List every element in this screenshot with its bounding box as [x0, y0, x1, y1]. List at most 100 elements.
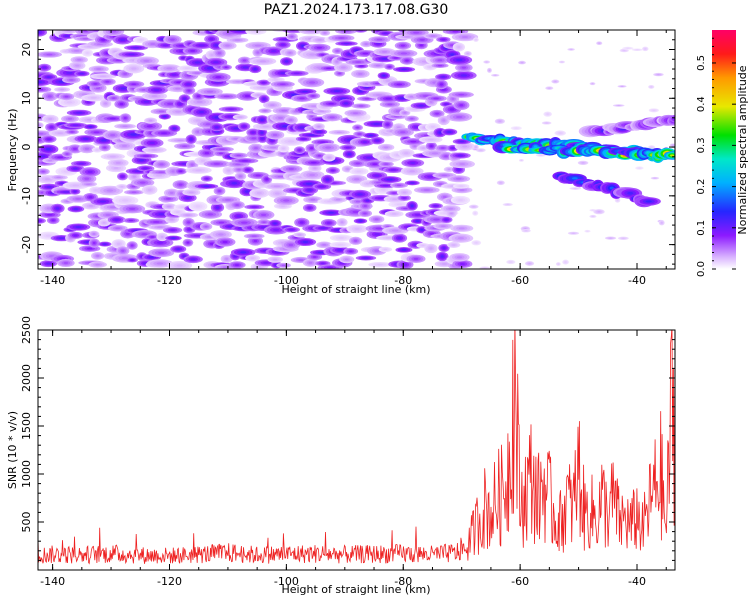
- faint-speckle: [524, 230, 528, 232]
- noise-blob: [99, 75, 107, 78]
- noise-blob: [333, 90, 341, 93]
- noise-blob: [38, 81, 42, 84]
- noise-blob: [260, 118, 264, 122]
- noise-blob: [280, 72, 286, 75]
- noise-blob: [375, 64, 381, 67]
- noise-blob: [294, 236, 299, 239]
- noise-blob: [433, 218, 440, 221]
- noise-blob: [207, 213, 214, 216]
- noise-blob: [375, 42, 381, 45]
- signal-blob: [670, 154, 675, 157]
- noise-blob: [444, 155, 448, 158]
- noise-blob: [335, 60, 339, 63]
- noise-blob: [157, 226, 164, 228]
- noise-blob: [189, 138, 193, 141]
- noise-blob: [235, 163, 241, 166]
- noise-blob: [273, 228, 280, 232]
- noise-blob: [275, 192, 280, 195]
- noise-blob: [368, 134, 373, 137]
- x-tick-label: -40: [628, 274, 646, 287]
- noise-blob: [392, 192, 397, 194]
- noise-blob: [355, 61, 362, 63]
- noise-blob: [204, 225, 208, 228]
- noise-blob: [386, 123, 390, 126]
- noise-blob: [131, 67, 137, 70]
- x-tick-label: -100: [274, 575, 299, 588]
- noise-blob: [302, 90, 308, 93]
- faint-speckle: [483, 267, 487, 269]
- noise-blob: [169, 191, 174, 195]
- faint-speckle: [598, 42, 600, 44]
- noise-blob: [383, 248, 388, 251]
- x-tick-label: -60: [511, 575, 529, 588]
- noise-blob: [109, 117, 116, 120]
- noise-blob: [419, 44, 423, 47]
- noise-blob: [167, 205, 171, 208]
- noise-blob: [390, 169, 397, 171]
- noise-blob: [265, 178, 269, 181]
- noise-blob: [38, 132, 44, 135]
- noise-blob: [354, 227, 360, 230]
- noise-blob: [307, 189, 312, 192]
- noise-blob: [215, 126, 219, 129]
- noise-blob: [320, 54, 325, 56]
- noise-blob: [163, 115, 167, 118]
- noise-blob: [87, 247, 93, 250]
- noise-blob: [58, 237, 64, 239]
- x-tick-label: -100: [274, 274, 299, 287]
- noise-blob: [288, 167, 295, 170]
- noise-blob: [401, 249, 407, 251]
- noise-blob: [427, 138, 434, 141]
- spectrogram-x-ticks: -140 -120 -100 -80 -60 -40: [40, 30, 667, 287]
- faint-speckle: [506, 204, 509, 206]
- signal-blob: [676, 118, 680, 120]
- noise-blob: [410, 117, 414, 120]
- noise-blob: [143, 59, 150, 62]
- noise-blob: [239, 175, 242, 178]
- faint-speckle: [622, 237, 625, 239]
- noise-blob: [195, 205, 201, 208]
- noise-blob: [215, 206, 220, 209]
- noise-blob: [176, 81, 182, 84]
- noise-blob: [381, 188, 386, 191]
- noise-blob: [158, 110, 165, 113]
- noise-blob: [338, 72, 341, 75]
- noise-blob: [419, 38, 426, 41]
- noise-blob: [146, 125, 153, 128]
- noise-blob: [301, 138, 306, 140]
- noise-blob: [122, 125, 128, 127]
- noise-blob: [225, 44, 230, 47]
- noise-blob: [195, 169, 202, 172]
- noise-blob: [289, 119, 293, 122]
- noise-blob: [209, 38, 214, 41]
- noise-blob: [310, 198, 316, 201]
- noise-blob: [455, 177, 462, 180]
- faint-speckle: [586, 230, 589, 232]
- noise-blob: [404, 36, 411, 38]
- faint-speckle: [539, 154, 543, 156]
- noise-blob: [99, 200, 107, 203]
- noise-blob: [298, 234, 302, 236]
- noise-blob: [357, 133, 362, 135]
- noise-blob: [238, 116, 243, 118]
- noise-blob: [213, 61, 219, 64]
- noise-blob: [158, 213, 165, 216]
- noise-blob: [442, 247, 446, 250]
- noise-blob: [273, 79, 279, 81]
- colorbar-tick-label: 0.5: [696, 55, 707, 71]
- noise-blob: [316, 46, 323, 49]
- noise-blob: [344, 258, 349, 261]
- noise-blob: [121, 175, 124, 178]
- noise-blob: [103, 243, 107, 245]
- noise-blob: [261, 81, 266, 84]
- noise-blob: [461, 35, 469, 39]
- noise-blob: [96, 254, 100, 257]
- noise-blob: [179, 170, 183, 173]
- noise-blob: [150, 43, 156, 46]
- x-tick-label: -120: [157, 274, 182, 287]
- noise-blob: [348, 250, 353, 253]
- noise-blob: [130, 259, 134, 261]
- noise-blob: [178, 102, 182, 106]
- noise-blob: [331, 169, 335, 172]
- noise-blob: [112, 97, 116, 99]
